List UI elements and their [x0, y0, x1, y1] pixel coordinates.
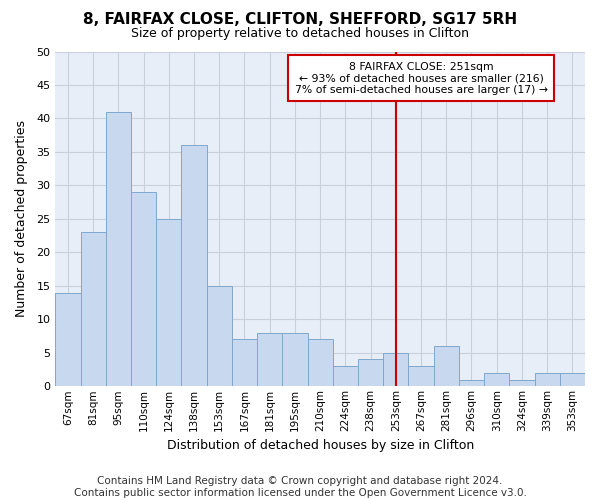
- Bar: [156, 219, 181, 386]
- Bar: [308, 340, 333, 386]
- Bar: [509, 380, 535, 386]
- Bar: [181, 145, 206, 386]
- Bar: [333, 366, 358, 386]
- Bar: [409, 366, 434, 386]
- Bar: [55, 292, 80, 386]
- Bar: [434, 346, 459, 387]
- Bar: [484, 373, 509, 386]
- Text: 8, FAIRFAX CLOSE, CLIFTON, SHEFFORD, SG17 5RH: 8, FAIRFAX CLOSE, CLIFTON, SHEFFORD, SG1…: [83, 12, 517, 28]
- Bar: [131, 192, 156, 386]
- Bar: [206, 286, 232, 386]
- Bar: [257, 332, 283, 386]
- Bar: [560, 373, 585, 386]
- Text: Size of property relative to detached houses in Clifton: Size of property relative to detached ho…: [131, 28, 469, 40]
- Bar: [106, 112, 131, 386]
- Bar: [358, 360, 383, 386]
- Text: Contains HM Land Registry data © Crown copyright and database right 2024.
Contai: Contains HM Land Registry data © Crown c…: [74, 476, 526, 498]
- Bar: [232, 340, 257, 386]
- X-axis label: Distribution of detached houses by size in Clifton: Distribution of detached houses by size …: [167, 440, 474, 452]
- Bar: [383, 353, 409, 386]
- Bar: [283, 332, 308, 386]
- Text: 8 FAIRFAX CLOSE: 251sqm
← 93% of detached houses are smaller (216)
7% of semi-de: 8 FAIRFAX CLOSE: 251sqm ← 93% of detache…: [295, 62, 548, 94]
- Bar: [80, 232, 106, 386]
- Y-axis label: Number of detached properties: Number of detached properties: [15, 120, 28, 318]
- Bar: [535, 373, 560, 386]
- Bar: [459, 380, 484, 386]
